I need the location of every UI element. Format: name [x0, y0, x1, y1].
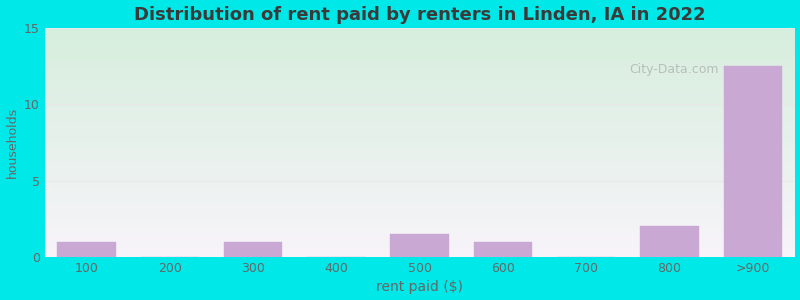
- Bar: [390, 234, 449, 257]
- X-axis label: rent paid ($): rent paid ($): [376, 280, 463, 294]
- Bar: [640, 226, 698, 257]
- Title: Distribution of rent paid by renters in Linden, IA in 2022: Distribution of rent paid by renters in …: [134, 6, 706, 24]
- Bar: [224, 242, 282, 257]
- Text: City-Data.com: City-Data.com: [630, 63, 719, 76]
- Bar: [724, 66, 782, 257]
- Bar: [474, 242, 532, 257]
- Bar: [58, 242, 116, 257]
- Y-axis label: households: households: [6, 107, 18, 178]
